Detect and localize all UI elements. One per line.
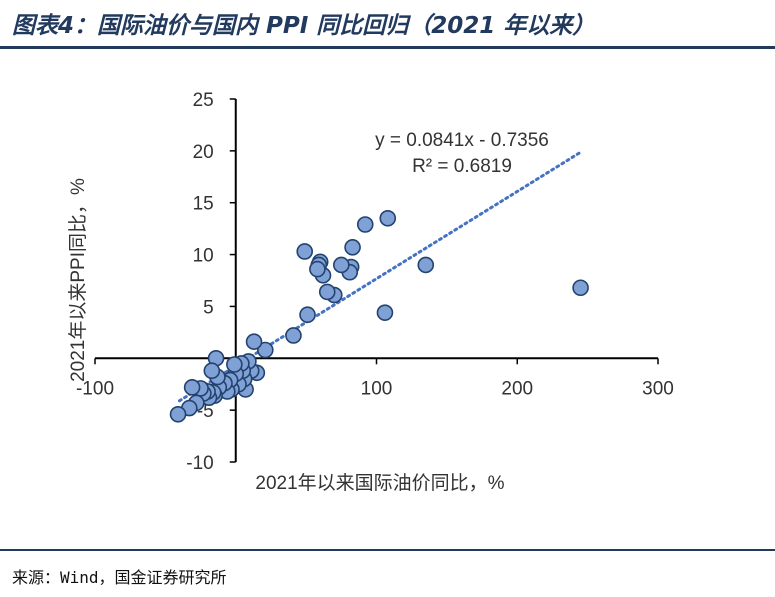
scatter-point — [356, 216, 374, 233]
scatter-point — [344, 239, 361, 256]
source-note: 来源：Wind，国金证券研究所 — [12, 568, 227, 587]
y-tick-label: 5 — [203, 297, 214, 318]
scatter-point — [376, 304, 394, 321]
scatter-point — [417, 256, 435, 274]
scatter-point — [257, 341, 274, 359]
y-tick-label: 25 — [193, 90, 214, 111]
y-tick-label: -10 — [186, 453, 213, 474]
scatter-point — [299, 306, 316, 324]
scatter-point — [169, 405, 187, 423]
scatter-point — [183, 379, 201, 396]
x-tick-label: 100 — [361, 378, 393, 399]
scatter-points — [169, 209, 589, 423]
y-axis-label: 2021年以来PPI同比，% — [67, 178, 89, 382]
trendline-equation: y = 0.0841x - 0.7356 — [375, 130, 549, 151]
x-tick-label: 200 — [501, 378, 533, 399]
scatter-point — [318, 283, 336, 301]
y-tick-label: 20 — [193, 142, 214, 163]
figure-title: 图表4：国际油价与国内 PPI 同比回归（2021 年以来） — [12, 13, 596, 39]
scatter-point — [309, 260, 326, 278]
x-axis-ticks: -100 100 200 300 — [76, 358, 674, 399]
y-tick-label: 15 — [193, 194, 214, 215]
scatter-point — [285, 327, 302, 344]
scatter-point — [203, 362, 221, 380]
scatter-point — [296, 243, 314, 260]
x-axis-label: 2021年以来国际油价同比，% — [255, 472, 504, 494]
x-tick-label: 300 — [642, 378, 674, 399]
scatter-point — [245, 333, 263, 350]
scatter-point — [333, 256, 350, 274]
y-tick-label: 10 — [193, 246, 214, 267]
trendline-r2: R² = 0.6819 — [412, 156, 512, 177]
scatter-point — [379, 209, 397, 227]
scatter-point — [572, 279, 589, 297]
scatter-point — [226, 356, 243, 373]
source-rule — [0, 549, 775, 551]
title-rule — [0, 46, 775, 49]
x-tick-label: -100 — [76, 378, 114, 399]
